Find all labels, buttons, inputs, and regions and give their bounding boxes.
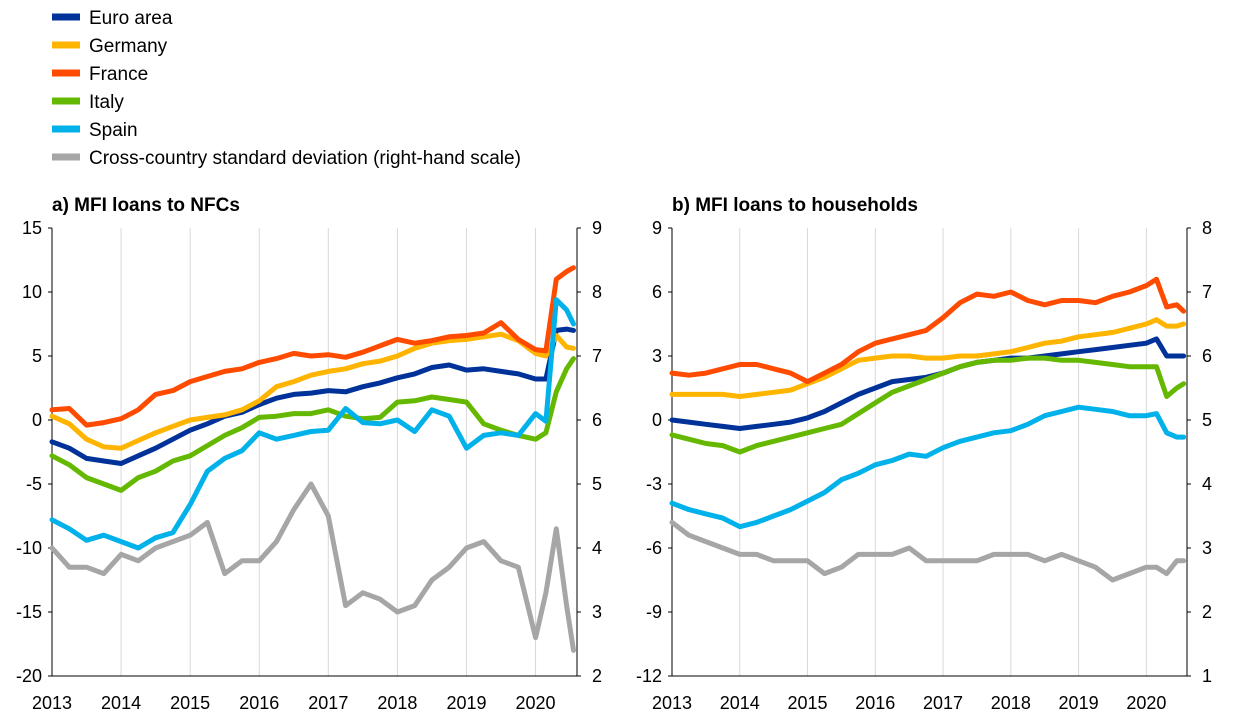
tick-label-left: -15 <box>16 602 42 622</box>
tick-label-x: 2020 <box>516 693 556 713</box>
tick-label-right: 7 <box>592 346 602 366</box>
panel-b-household-loans: b) MFI loans to households 9 6 3 0 -3 -6 -9 -12 8… <box>636 195 1212 713</box>
tick-label-x: 2018 <box>991 693 1031 713</box>
tick-label-x: 2016 <box>239 693 279 713</box>
series-line-italy <box>49 356 576 493</box>
tick-label-right: 4 <box>1202 474 1212 494</box>
tick-label-left: -6 <box>646 538 662 558</box>
tick-label-left: 3 <box>652 346 662 366</box>
series-line-italy <box>669 355 1187 455</box>
tick-label-x: 2019 <box>1059 693 1099 713</box>
tick-label-right: 6 <box>592 410 602 430</box>
tick-label-left: -20 <box>16 666 42 686</box>
tick-label-left: 0 <box>32 410 42 430</box>
tick-label-right: 8 <box>592 282 602 302</box>
tick-label-x: 2017 <box>308 693 348 713</box>
tick-label-right: 2 <box>1202 602 1212 622</box>
tick-label-right: 3 <box>1202 538 1212 558</box>
series-line-germany <box>669 317 1187 399</box>
tick-label-x: 2017 <box>923 693 963 713</box>
series-line-france <box>49 265 576 428</box>
tick-label-left: 9 <box>652 218 662 238</box>
tick-label-right: 6 <box>1202 346 1212 366</box>
tick-label-right: 9 <box>592 218 602 238</box>
legend-label-euro-area: Euro area <box>89 8 173 29</box>
tick-label-left: -10 <box>16 538 42 558</box>
series-line-spain <box>669 404 1187 530</box>
tick-label-left: -5 <box>26 474 42 494</box>
tick-label-right: 5 <box>592 474 602 494</box>
legend-label-italy: Italy <box>89 92 124 113</box>
tick-label-left: 6 <box>652 282 662 302</box>
tick-label-right: 4 <box>592 538 602 558</box>
tick-label-x: 2013 <box>32 693 72 713</box>
tick-label-left: 0 <box>652 410 662 430</box>
series-line-cross-country-standard-deviation-right-hand-scale <box>49 481 576 653</box>
tick-label-x: 2015 <box>788 693 828 713</box>
tick-label-x: 2014 <box>720 693 760 713</box>
series-line-france <box>669 276 1187 385</box>
tick-label-right: 5 <box>1202 410 1212 430</box>
series-line-germany <box>49 331 576 451</box>
legend-label-spain: Spain <box>89 120 138 141</box>
series-line-euro-area <box>49 326 576 466</box>
tick-label-right: 7 <box>1202 282 1212 302</box>
tick-label-right: 3 <box>592 602 602 622</box>
panel-a-nfc-loans: a) MFI loans to NFCs 15 10 5 0 -5 -10 -15 -20 9 8 7… <box>16 195 602 713</box>
tick-label-left: 10 <box>22 282 42 302</box>
tick-label-left: -12 <box>636 666 662 686</box>
tick-label-right: 8 <box>1202 218 1212 238</box>
series-line-spain <box>49 297 576 551</box>
tick-label-x: 2020 <box>1126 693 1166 713</box>
tick-label-left: 15 <box>22 218 42 238</box>
tick-label-right: 2 <box>592 666 602 686</box>
panel-title: a) MFI loans to NFCs <box>52 195 240 216</box>
tick-label-left: -3 <box>646 474 662 494</box>
legend-label-germany: Germany <box>89 36 168 57</box>
legend-label-cross-country-standard-deviation-right-hand-scale: Cross-country standard deviation (right-… <box>89 148 521 169</box>
tick-label-left: 5 <box>32 346 42 366</box>
legend-label-france: France <box>89 64 148 85</box>
tick-label-x: 2016 <box>855 693 895 713</box>
panel-title: b) MFI loans to households <box>672 195 918 216</box>
tick-label-x: 2013 <box>652 693 692 713</box>
tick-label-x: 2015 <box>170 693 210 713</box>
tick-label-left: -9 <box>646 602 662 622</box>
tick-label-x: 2018 <box>377 693 417 713</box>
tick-label-right: 1 <box>1202 666 1212 686</box>
legend: Euro area Germany France Italy Spain Cross-co… <box>52 8 521 169</box>
series-line-euro-area <box>669 336 1187 431</box>
tick-label-x: 2014 <box>101 693 141 713</box>
series-line-cross-country-standard-deviation-right-hand-scale <box>669 519 1187 583</box>
tick-label-x: 2019 <box>446 693 486 713</box>
